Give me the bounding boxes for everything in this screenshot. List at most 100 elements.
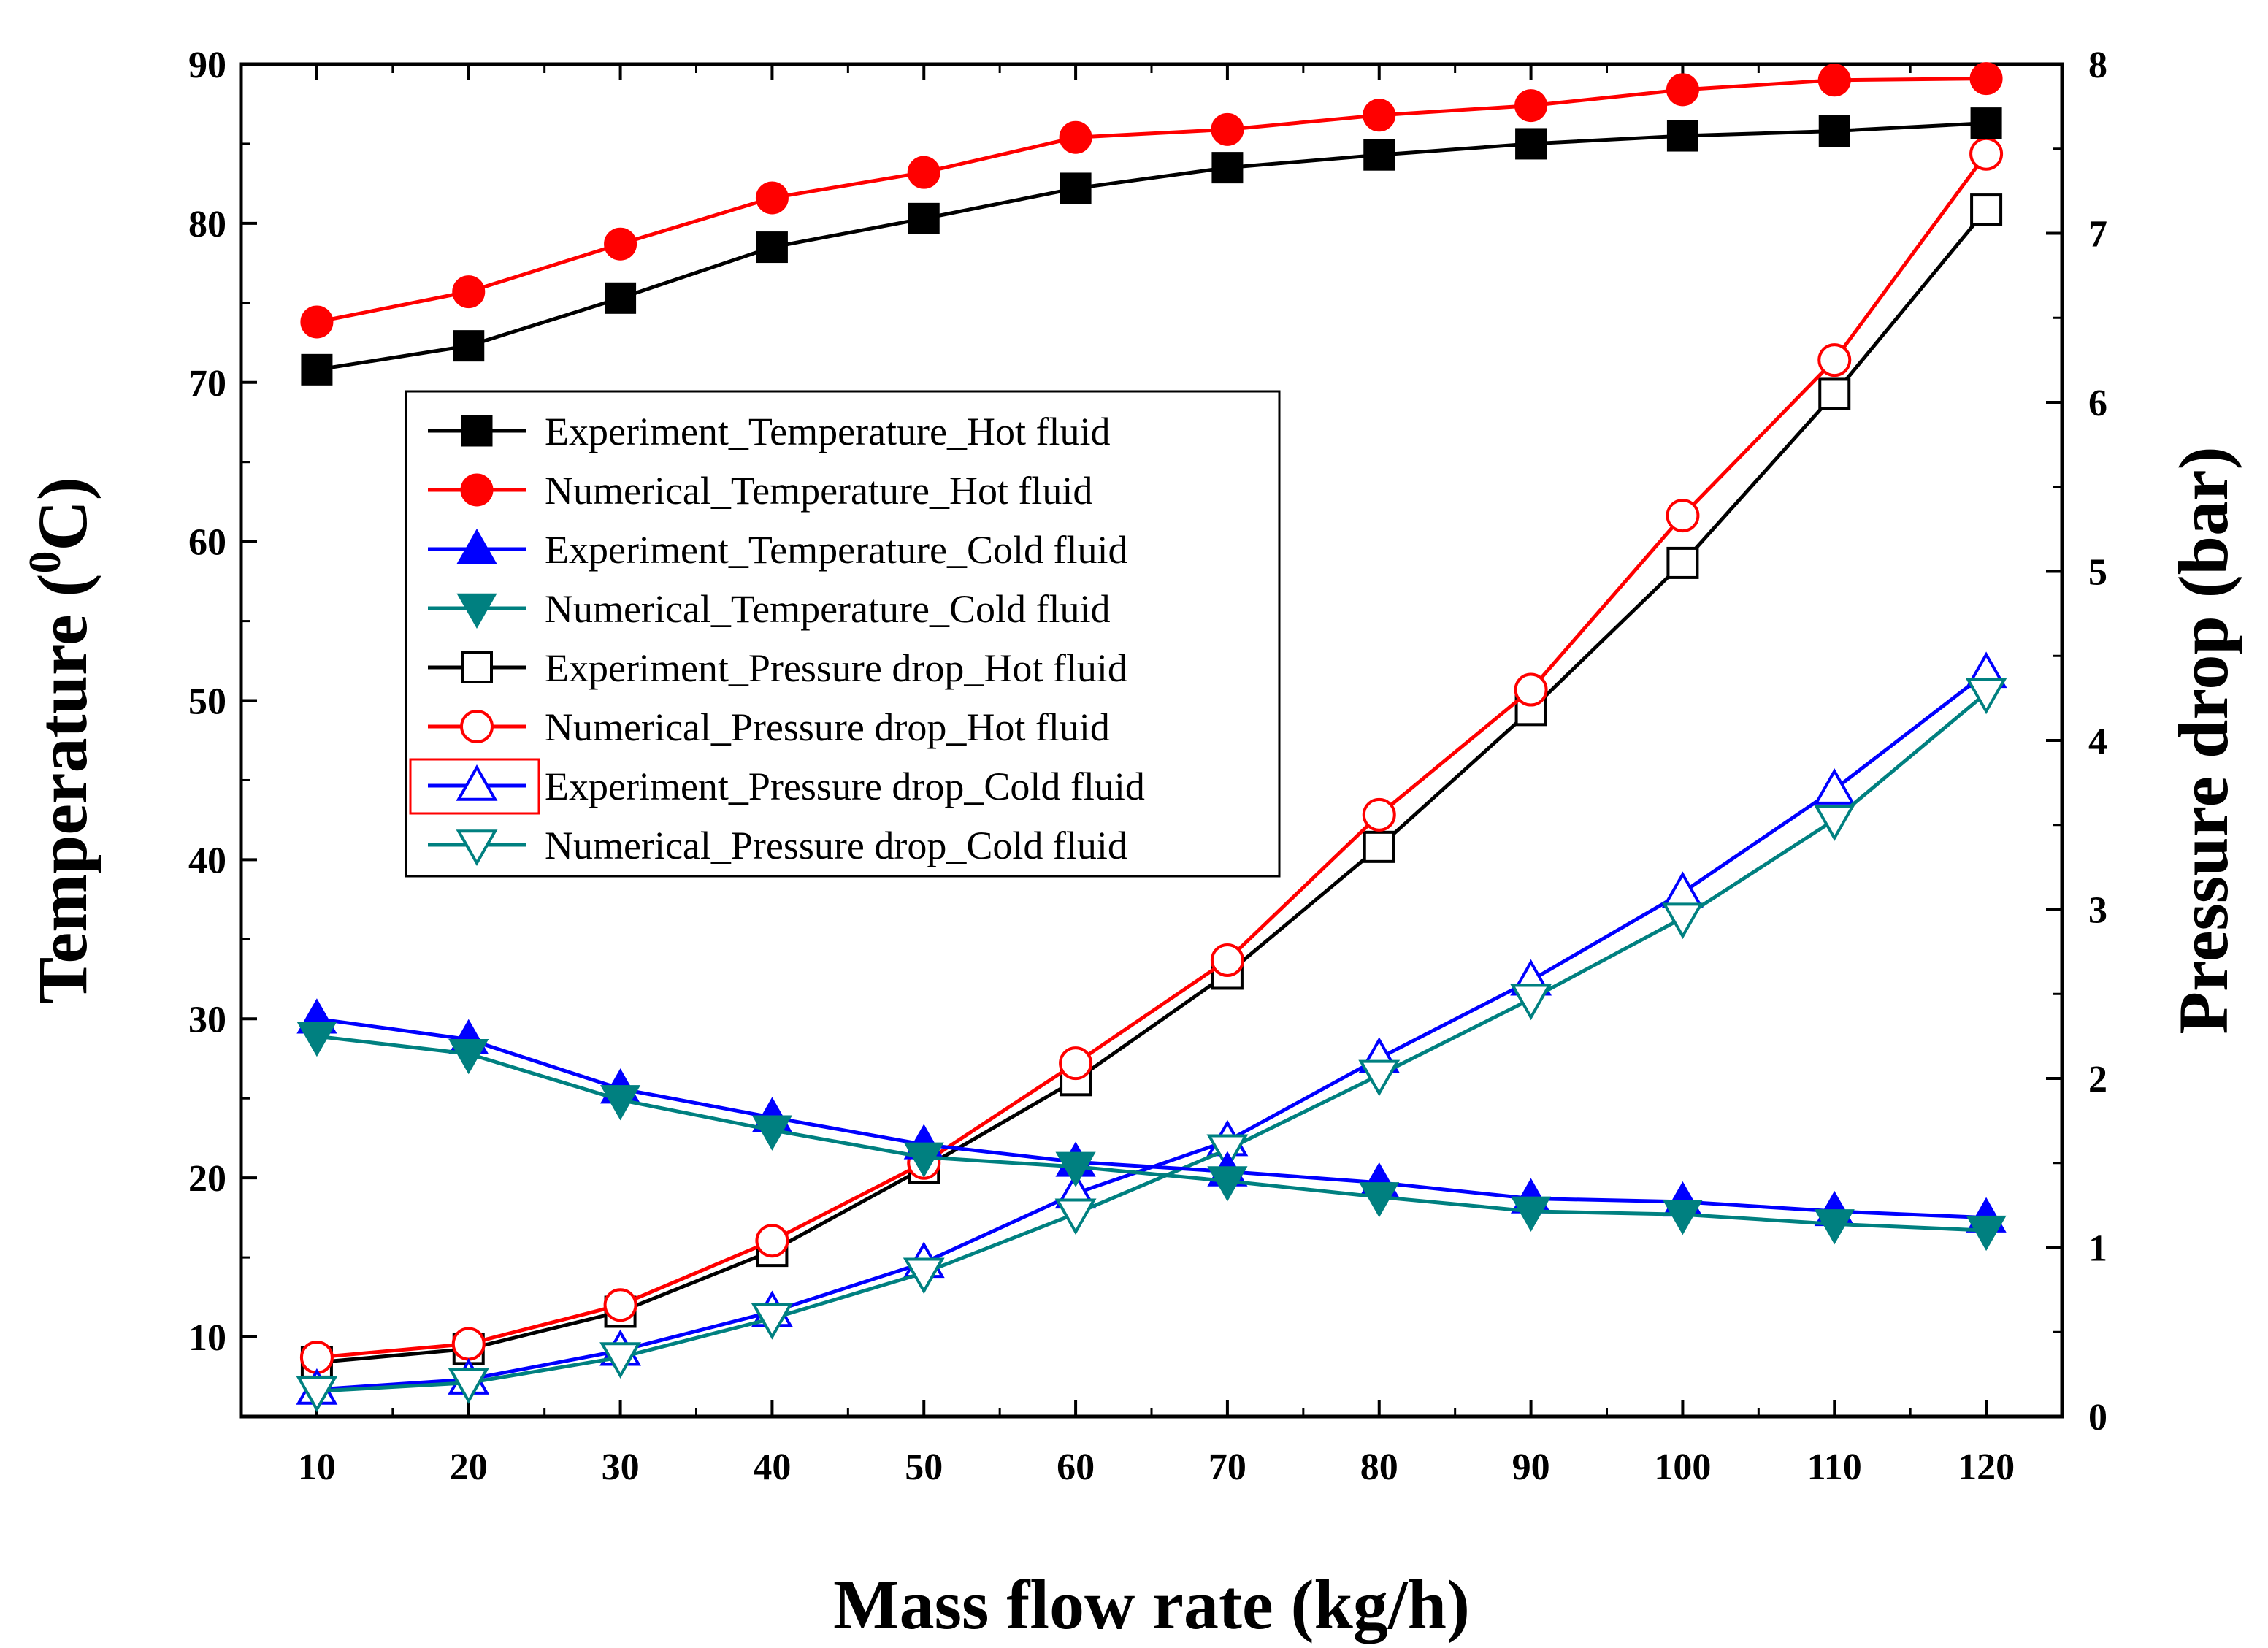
data-point (755, 181, 789, 215)
data-point (299, 1340, 334, 1374)
legend-marker (460, 710, 494, 743)
legend-marker (456, 593, 497, 629)
legend-items: Experiment_Temperature_Hot fluid Numerica… (409, 410, 1145, 867)
data-point (1966, 1215, 2007, 1252)
legend-marker (460, 473, 494, 507)
data-point (1515, 128, 1547, 160)
data-point (1363, 830, 1395, 863)
data-point (1211, 152, 1244, 184)
data-point (1817, 343, 1852, 377)
data-point (1818, 377, 1851, 410)
data-point (1666, 546, 1699, 579)
y-left-tick-label: 70 (188, 363, 226, 405)
data-point (1060, 172, 1092, 204)
y-left-tick-label: 40 (188, 840, 226, 881)
data-point (1514, 672, 1548, 707)
y-left-tick-label: 10 (188, 1317, 226, 1359)
y-left-tick-label: 50 (188, 681, 226, 723)
data-point (751, 1303, 793, 1340)
legend-entry: Numerical_Pressure drop_Cold fluid (428, 824, 1127, 867)
data-point (1358, 1059, 1401, 1097)
y-right-tick-label: 2 (2088, 1059, 2107, 1100)
data-point (1965, 678, 2007, 715)
data-point (755, 1224, 789, 1258)
data-point (1970, 107, 2002, 139)
y-right-tick-label: 1 (2088, 1228, 2107, 1270)
legend-marker (456, 528, 497, 564)
series-line (316, 121, 1987, 372)
data-point (907, 156, 940, 189)
data-point (1969, 137, 2004, 171)
data-point (1666, 73, 1699, 107)
data-point (1359, 1182, 1400, 1218)
data-point (903, 1142, 944, 1178)
data-point (1363, 139, 1395, 171)
series-line (316, 691, 1988, 1393)
legend-marker (456, 764, 498, 801)
legend-entry: Numerical_Temperature_Hot fluid (428, 469, 1092, 513)
legend-label: Numerical_Pressure drop_Cold fluid (545, 824, 1127, 867)
legend-box (405, 390, 1281, 878)
data-point (296, 1022, 337, 1057)
data-point (1666, 120, 1698, 152)
y-left-tick-label: 20 (188, 1158, 226, 1200)
data-point (448, 1038, 489, 1075)
legend-entry: Experiment_Temperature_Hot fluid (428, 410, 1110, 453)
x-axis-title: Mass flow rate (kg/h) (833, 1565, 1470, 1644)
data-point (1211, 112, 1244, 146)
data-point (756, 231, 788, 264)
legend-label: Experiment_Temperature_Hot fluid (545, 410, 1110, 453)
y-right-tick-label: 6 (2088, 383, 2107, 424)
legend-entry: Experiment_Temperature_Cold fluid (428, 528, 1127, 572)
y-right-tick-label: 4 (2088, 721, 2107, 762)
legend-entry: Numerical_Temperature_Cold fluid (428, 587, 1110, 631)
data-point (453, 330, 485, 362)
data-point (908, 202, 940, 234)
x-tick-label: 10 (298, 1446, 336, 1488)
y-axis-right-title: Pressure drop (bar) (2164, 446, 2242, 1034)
data-point (1969, 62, 2003, 96)
legend-highlight-box (409, 758, 540, 815)
data-point (1813, 805, 1855, 841)
legend-label: Experiment_Pressure drop_Cold fluid (545, 764, 1145, 808)
x-tick-label: 110 (1807, 1446, 1862, 1488)
data-point (452, 275, 486, 309)
data-point (1814, 1209, 1855, 1245)
data-point (599, 1085, 641, 1121)
y-right-tick-label: 5 (2088, 552, 2107, 594)
y-axis-left-title-suffix: C) (23, 477, 101, 551)
legend-entry: Experiment_Pressure drop_Hot fluid (428, 646, 1127, 690)
legend-marker (461, 415, 493, 447)
data-point (604, 227, 637, 261)
series-layer (296, 62, 2007, 1413)
x-tick-label: 40 (753, 1446, 791, 1488)
x-tick-label: 90 (1512, 1446, 1550, 1488)
x-tick-label: 80 (1360, 1446, 1398, 1488)
series-1 (300, 62, 2003, 339)
legend-label: Experiment_Temperature_Cold fluid (545, 528, 1127, 572)
data-point (1666, 499, 1700, 533)
data-point (1210, 943, 1244, 977)
data-point (1059, 120, 1092, 154)
legend-entry: Experiment_Pressure drop_Cold fluid (409, 758, 1145, 815)
x-tick-label: 100 (1654, 1446, 1711, 1488)
series-3 (296, 1022, 2007, 1252)
series-line (316, 1034, 1987, 1233)
legend-label: Numerical_Temperature_Hot fluid (545, 469, 1092, 513)
data-point (599, 1342, 642, 1379)
data-point (1059, 1046, 1093, 1081)
y-left-tick-label: 30 (188, 999, 226, 1040)
data-point (1970, 193, 2003, 226)
series-line (316, 1016, 1987, 1220)
x-tick-label: 50 (905, 1446, 943, 1488)
data-point (1054, 1198, 1097, 1235)
data-point (903, 1257, 945, 1295)
y-right-tick-label: 3 (2088, 890, 2107, 932)
y-right-tick-label: 0 (2088, 1397, 2107, 1438)
data-point (1363, 99, 1396, 132)
y-axis-left-title: Temperature (0C) (20, 477, 101, 1004)
y-left-tick-label: 90 (188, 45, 226, 86)
data-point (1055, 1151, 1096, 1187)
